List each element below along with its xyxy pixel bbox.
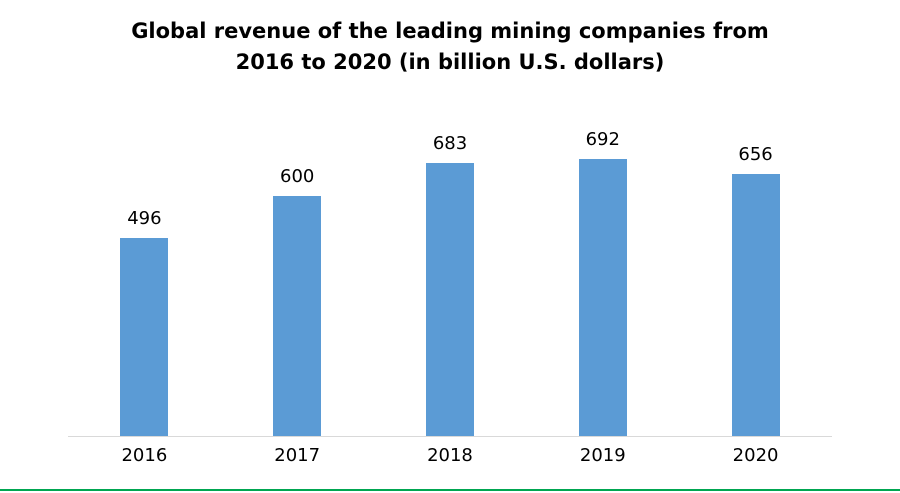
bar-2020 (731, 174, 780, 436)
x-tick-2016: 2016 (121, 445, 168, 466)
x-tick-2017: 2017 (274, 445, 321, 466)
bar-column-2020: 656 (679, 106, 832, 436)
chart-title-line2: 2016 to 2020 (in billion U.S. dollars) (235, 50, 665, 74)
bar-column-2019: 692 (526, 106, 679, 436)
bar-value-label-2018: 683 (432, 133, 468, 154)
x-tick-2018: 2018 (427, 445, 473, 466)
bar-2018 (425, 163, 474, 436)
bar-value-label-2016: 496 (127, 208, 162, 229)
x-axis-labels: 2016 2017 2018 2019 2020 (68, 445, 832, 466)
bar-value-label-2020: 656 (738, 144, 773, 165)
bar-column-2018: 683 (374, 106, 527, 436)
bottom-accent-line (0, 489, 900, 491)
bars-container: 496 600 683 692 656 (68, 106, 832, 436)
plot-area: 496 600 683 692 656 (68, 106, 832, 437)
bar-column-2016: 496 (68, 106, 221, 436)
bar-2016 (120, 238, 169, 436)
bar-2017 (273, 196, 322, 436)
x-tick-2020: 2020 (732, 445, 779, 466)
bar-value-label-2019: 692 (585, 129, 620, 150)
chart-title: Global revenue of the leading mining com… (0, 0, 900, 78)
bar-value-label-2017: 600 (280, 166, 315, 187)
bar-column-2017: 600 (221, 106, 374, 436)
chart-title-line1: Global revenue of the leading mining com… (131, 19, 769, 43)
bar-2019 (578, 159, 627, 436)
x-tick-2019: 2019 (579, 445, 626, 466)
